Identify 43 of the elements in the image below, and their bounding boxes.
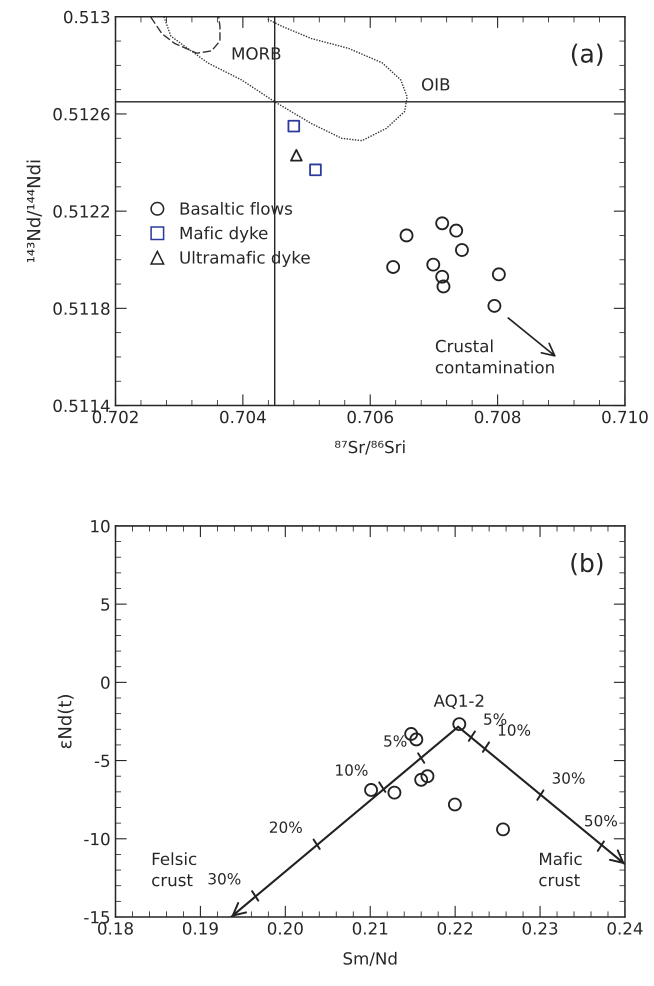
y-axis-title: ¹⁴³Nd/¹⁴⁴Ndi — [26, 160, 42, 262]
text: (b) — [571, 552, 602, 576]
x-tick-label: 0.710 — [602, 410, 648, 424]
annotation: 10% — [498, 724, 530, 736]
y-tick-label: 10 — [91, 520, 110, 532]
annotation: 50% — [585, 814, 617, 826]
annotation: Crustal contamination — [436, 339, 554, 374]
x-tick-label: 0.706 — [347, 410, 394, 424]
x-tick-label: 0.21 — [352, 922, 388, 935]
series-label: OIB — [422, 78, 450, 91]
text: (a) — [572, 44, 602, 66]
legend-label: Mafic dyke — [180, 226, 268, 243]
x-tick-label: 0.704 — [220, 410, 266, 424]
y-tick-label: -10 — [84, 832, 110, 846]
x-tick-label: 0.19 — [182, 922, 218, 935]
annotation: 30% — [552, 772, 585, 784]
y-tick-label: -15 — [84, 911, 110, 924]
x-tick-label: 0.702 — [92, 410, 138, 424]
x-tick-label: 0.20 — [268, 922, 303, 935]
annotation: 30% — [208, 873, 240, 885]
y-tick-label: 0.5122 — [53, 205, 109, 218]
y-tick-label: 0.5114 — [53, 400, 110, 412]
x-tick-label: 0.23 — [522, 922, 558, 935]
x-tick-label: 0.22 — [438, 922, 472, 935]
y-tick-label: 5 — [101, 598, 110, 611]
x-tick-label: 0.18 — [98, 922, 133, 935]
y-tick-label: 0.5126 — [53, 108, 110, 121]
y-tick-label: -5 — [94, 754, 110, 768]
annotation: 20% — [270, 821, 302, 833]
annotation: Mafic crust — [539, 852, 582, 886]
annotation: Felsic crust — [152, 852, 196, 886]
annotation: 10% — [336, 764, 368, 776]
y-tick-label: 0.5118 — [53, 302, 110, 315]
y-tick-label: 0 — [101, 676, 110, 689]
x-axis-title: Sm/Nd — [344, 952, 396, 966]
annotation: AQ1-2 — [434, 694, 484, 709]
annotation: 5% — [384, 735, 406, 747]
annotation: 5% — [484, 713, 506, 725]
x-tick-label: 0.24 — [608, 922, 643, 935]
x-axis-title: ⁸⁷Sr/⁸⁶Sri — [335, 440, 405, 455]
x-tick-label: 0.708 — [474, 410, 520, 424]
y-axis-title: εNd(t) — [58, 695, 74, 748]
y-tick-label: 0.513 — [64, 10, 110, 24]
